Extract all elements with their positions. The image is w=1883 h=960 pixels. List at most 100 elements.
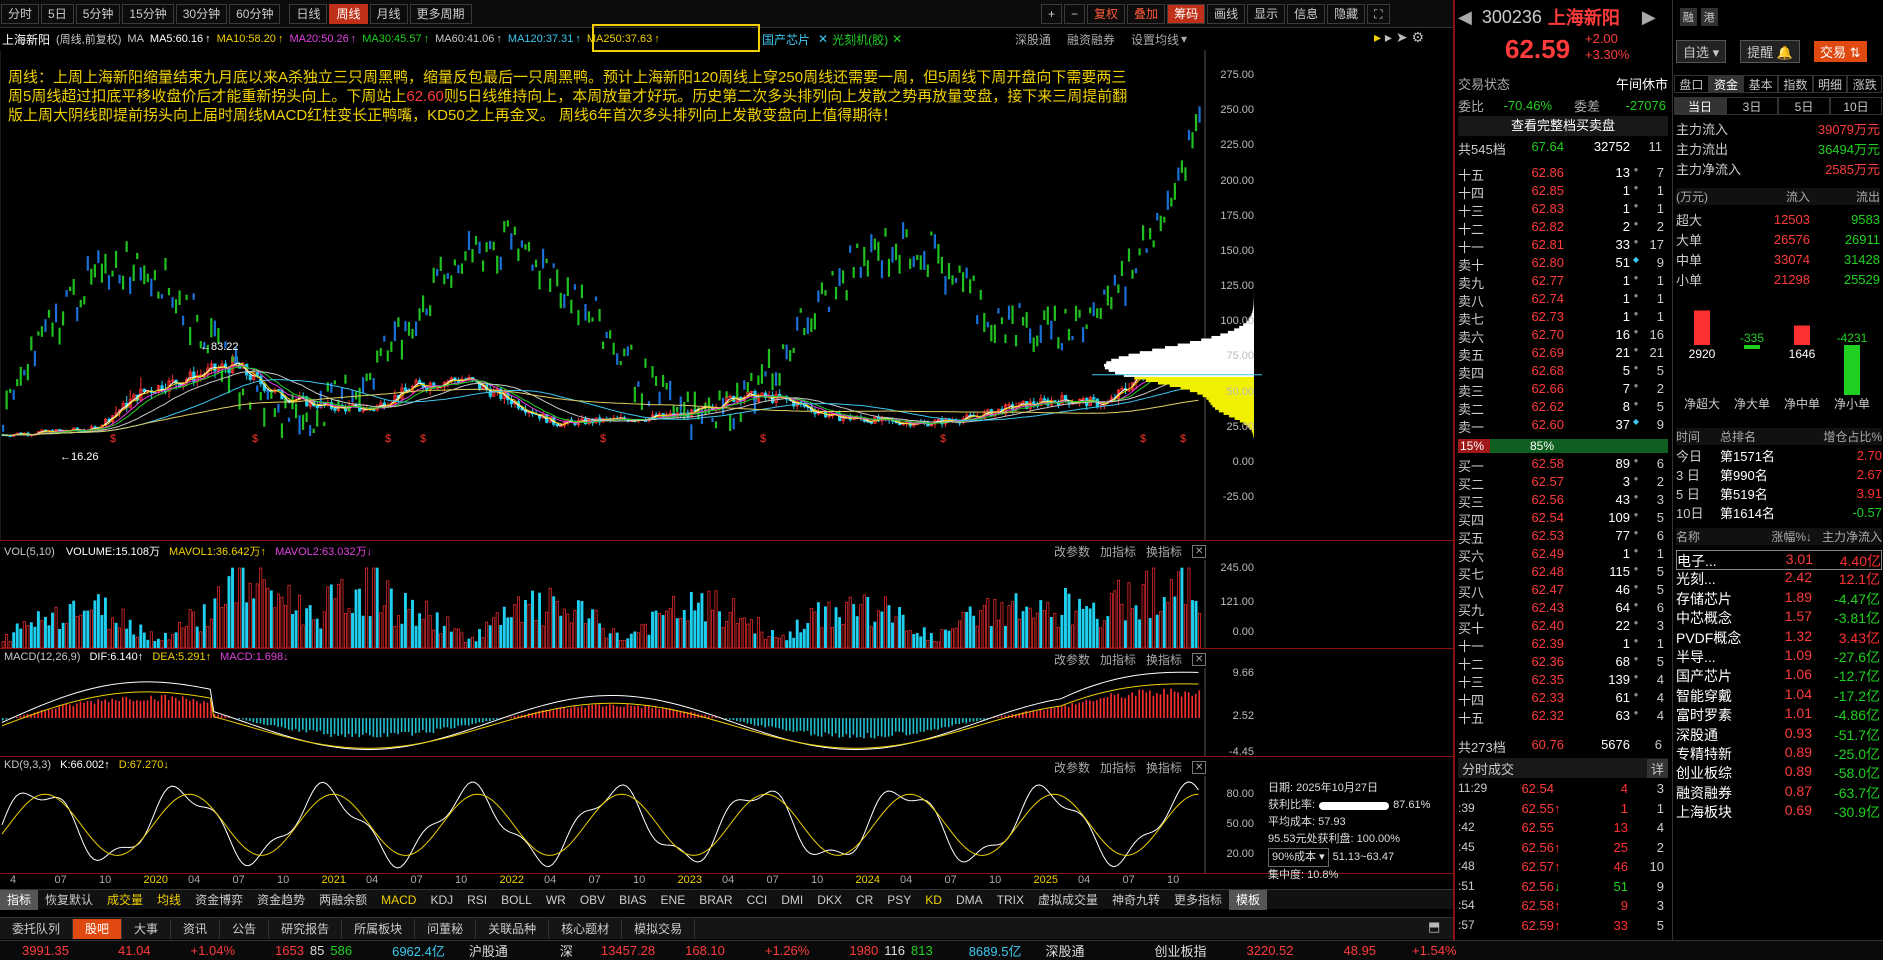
indicator-tab[interactable]: RSI	[467, 892, 488, 907]
fund-period-tab[interactable]: 当日	[1674, 97, 1726, 115]
panel-link[interactable]: 改参数	[1054, 545, 1091, 559]
expand-icon[interactable]: ⬒	[1428, 919, 1441, 934]
order-book-row[interactable]: 买一 62.58 89 ● 6	[1458, 456, 1664, 474]
order-book-row[interactable]: 十二 62.82 2 ● 2	[1458, 219, 1664, 237]
link-margin[interactable]: 融资融券	[1067, 32, 1116, 47]
toolbar-button[interactable]: +	[1041, 4, 1063, 24]
period-tab[interactable]: 30分钟	[175, 3, 228, 24]
lower-tab[interactable]: 所属板块	[342, 918, 416, 939]
sector-row[interactable]: 上海板块 0.69 -30.9亿	[1676, 802, 1880, 821]
hgt-link[interactable]: 沪股通	[468, 944, 508, 959]
close-icon[interactable]: ✕	[1192, 761, 1207, 774]
fullscreen-icon[interactable]: ⛶	[1367, 4, 1390, 24]
order-book-row[interactable]: 十四 62.33 61 ● 4	[1458, 690, 1664, 708]
period-tab[interactable]: 更多周期	[409, 3, 472, 24]
panel-link[interactable]: 改参数	[1054, 761, 1091, 775]
trade-button[interactable]: 交易 ⇅	[1813, 40, 1867, 62]
sector-row[interactable]: PVDF概念 1.32 3.43亿	[1676, 627, 1880, 646]
fund-period-tab[interactable]: 3日	[1726, 97, 1778, 115]
indicator-tab[interactable]: DKX	[817, 892, 842, 907]
panel-link[interactable]: 换指标	[1146, 545, 1183, 559]
alert-button[interactable]: 提醒 🔔	[1740, 39, 1800, 63]
order-book-row[interactable]: 买六 62.49 1 ● 1	[1458, 546, 1664, 564]
link-hk-connect[interactable]: 深股通	[1015, 32, 1052, 47]
sector-row[interactable]: 存储芯片 1.89 -4.47亿	[1676, 588, 1880, 607]
lower-tab[interactable]: 关联品种	[476, 918, 550, 939]
indicator-tab[interactable]: 资金博弈	[195, 892, 244, 907]
order-book-row[interactable]: 买三 62.56 43 ● 3	[1458, 492, 1664, 510]
period-tab[interactable]: 5分钟	[75, 3, 121, 24]
order-book-row[interactable]: 十四 62.85 1 ● 1	[1458, 183, 1664, 201]
arrow-icon[interactable]: ➤	[1395, 29, 1408, 45]
toolbar-button[interactable]: 显示	[1247, 4, 1286, 24]
fund-period-tab[interactable]: 5日	[1778, 97, 1830, 115]
close-icon[interactable]: ✕	[1192, 653, 1207, 666]
close-icon[interactable]: ✕	[818, 32, 829, 46]
indicator-tab[interactable]: KDJ	[430, 892, 454, 907]
toolbar-button[interactable]: 叠加	[1127, 4, 1166, 24]
gear-icon[interactable]: ⚙	[1411, 29, 1425, 45]
lower-tab[interactable]: 公告	[220, 918, 270, 939]
full-book-button[interactable]: 查看完整档买卖盘	[1458, 116, 1668, 136]
sector-row[interactable]: 专精特新 0.89 -25.0亿	[1676, 744, 1880, 762]
period-tab[interactable]: 月线	[369, 3, 408, 24]
order-book-row[interactable]: 卖五 62.69 21 ● 21	[1458, 345, 1664, 363]
indicator-tab[interactable]: 均线	[157, 892, 182, 907]
order-book-row[interactable]: 买九 62.43 64 ● 6	[1458, 600, 1664, 618]
fund-tab[interactable]: 资金	[1708, 75, 1744, 93]
indicator-tab[interactable]: KD	[925, 892, 942, 907]
close-icon[interactable]: ✕	[892, 32, 903, 46]
fund-tab[interactable]: 盘口	[1674, 75, 1709, 93]
sector-row[interactable]: 中芯概念 1.57 -3.81亿	[1676, 608, 1880, 627]
order-book-row[interactable]: 买十 62.40 22 ● 3	[1458, 618, 1664, 636]
indicator-tab[interactable]: 虚拟成交量	[1037, 892, 1098, 907]
order-book-row[interactable]: 买七 62.48 115 ● 5	[1458, 564, 1664, 582]
indicator-tab[interactable]: 成交量	[107, 892, 144, 907]
indicator-tab[interactable]: 神奇九转	[1111, 892, 1160, 907]
fund-period-tab[interactable]: 10日	[1830, 97, 1882, 115]
panel-link[interactable]: 改参数	[1054, 653, 1091, 667]
tag-chip[interactable]: 国产芯片	[762, 32, 811, 47]
lower-tab[interactable]: 核心题材	[549, 918, 623, 939]
toolbar-button[interactable]: 复权	[1087, 4, 1126, 24]
indicator-tab[interactable]: PSY	[887, 892, 912, 907]
panel-link[interactable]: 换指标	[1146, 761, 1183, 775]
panel-link[interactable]: 加指标	[1100, 545, 1137, 559]
indicator-tab[interactable]: DMA	[955, 892, 983, 907]
ticks-detail-button[interactable]: 详	[1646, 758, 1668, 778]
order-book-row[interactable]: 十三 62.35 139 ● 4	[1458, 672, 1664, 690]
sector-row[interactable]: 智能穿戴 1.04 -17.2亿	[1676, 685, 1880, 704]
order-book-row[interactable]: 卖一 62.60 37 ◆ 9	[1458, 417, 1664, 435]
toolbar-button[interactable]: 筹码	[1167, 4, 1206, 24]
sector-row[interactable]: 半导... 1.09 -27.6亿	[1676, 647, 1880, 665]
indicator-tab[interactable]: 模板	[1229, 889, 1268, 910]
indicator-tab[interactable]: MACD	[381, 892, 417, 907]
candlestick-chart[interactable]: ←83.22 ←16.26 $ $ $ $ $ $ $ $ $	[0, 50, 1262, 540]
indicator-tab[interactable]: 资金趋势	[257, 892, 306, 907]
period-tab[interactable]: 日线	[289, 3, 328, 24]
order-book-row[interactable]: 卖十 62.80 51 ◆ 9	[1458, 255, 1664, 273]
toolbar-button[interactable]: 信息	[1287, 4, 1326, 24]
sgt-link[interactable]: 深股通	[1045, 944, 1085, 959]
period-tab[interactable]: 60分钟	[229, 3, 281, 24]
next-stock-icon[interactable]: ▶	[1641, 6, 1656, 27]
close-icon[interactable]: ✕	[1192, 545, 1207, 558]
order-book-row[interactable]: 卖七 62.73 1 ● 1	[1458, 309, 1664, 327]
fund-tab[interactable]: 指数	[1778, 75, 1813, 93]
fund-tab[interactable]: 涨跌	[1847, 75, 1883, 93]
period-tab[interactable]: 分时	[1, 3, 40, 24]
order-book-row[interactable]: 十二 62.36 68 ● 5	[1458, 654, 1664, 672]
period-tab[interactable]: 5日	[41, 3, 74, 24]
order-book-row[interactable]: 十三 62.83 1 ● 1	[1458, 201, 1664, 219]
cost-select[interactable]: 90%成本 ▾	[1268, 848, 1329, 867]
order-book-row[interactable]: 卖三 62.66 7 ● 2	[1458, 381, 1664, 399]
indicator-tab[interactable]: BOLL	[501, 892, 532, 907]
indicator-tab[interactable]: CR	[855, 892, 874, 907]
sector-row[interactable]: 电子... 3.01 4.40亿	[1676, 550, 1882, 570]
lower-tab[interactable]: 研究报告	[269, 918, 343, 939]
indicator-tab[interactable]: 指标	[0, 889, 39, 910]
sector-row[interactable]: 创业板综 0.89 -58.0亿	[1676, 763, 1880, 782]
indicator-tab[interactable]: ENE	[660, 892, 686, 907]
indicator-tab[interactable]: CCI	[746, 892, 768, 907]
lower-tab[interactable]: 股吧	[73, 918, 123, 939]
